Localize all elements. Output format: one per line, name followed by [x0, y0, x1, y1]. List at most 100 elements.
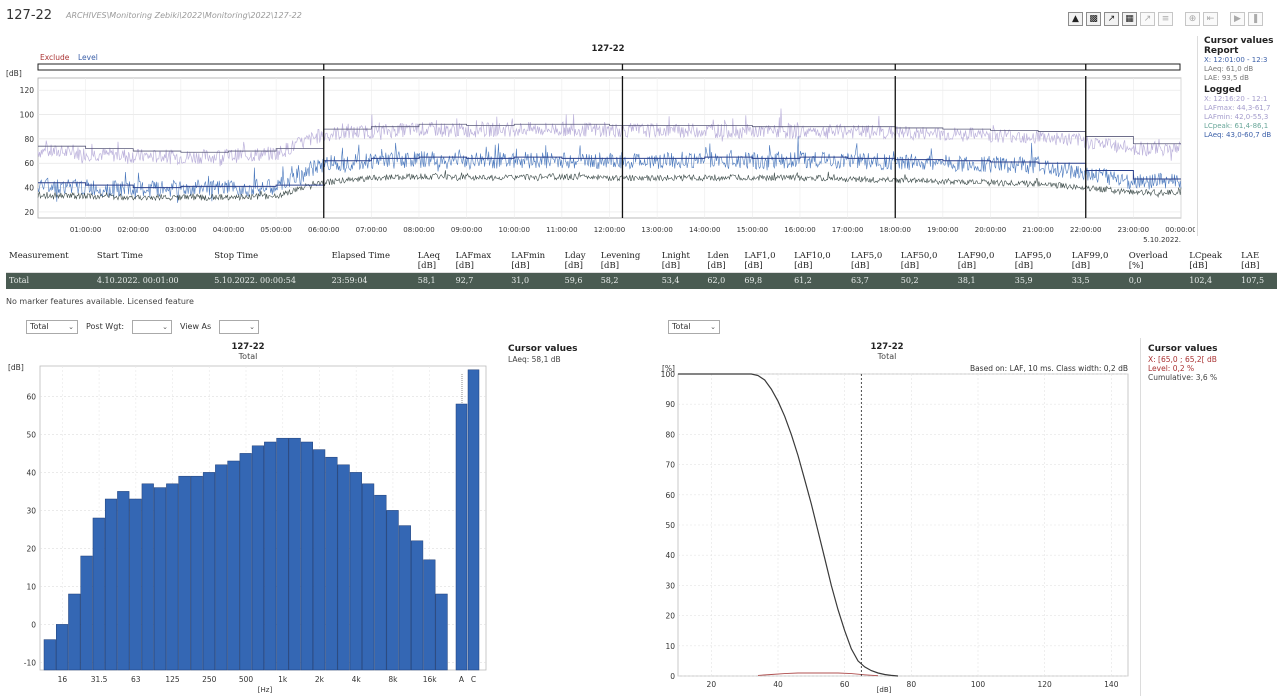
timeline-x-tick: 11:00:00 [546, 226, 577, 234]
table-header-cell[interactable]: Overload [%] [1125, 250, 1187, 273]
table-header-cell[interactable]: LCpeak [dB] [1186, 250, 1239, 273]
report-laeq: LAeq: 61,0 dB [1204, 65, 1254, 73]
spectrum-bar [166, 483, 179, 671]
table-header-unit: [dB] [794, 261, 813, 271]
view-as-select[interactable]: ⌄ [219, 320, 259, 334]
distribution-y-tick: 60 [665, 491, 675, 500]
chart-icon[interactable]: ▲ [1068, 12, 1083, 26]
overview-bar[interactable] [37, 63, 1181, 71]
spectrum-x-tick: A [459, 675, 465, 684]
table-header-cell[interactable]: LAeq [dB] [414, 250, 453, 273]
spectrum-chart[interactable]: 127-22 Total [dB] [Hz] -10 0 10 20 30 40 50 60 1… [0, 338, 500, 696]
table-cell: 92,7 [452, 272, 509, 289]
timeline-x-tick: 19:00:00 [927, 226, 958, 234]
post-wgt-label: Post Wgt: [86, 322, 125, 331]
distribution-y-unit: [%] [662, 364, 675, 373]
spectrum-bar [129, 498, 142, 671]
zoom-icon[interactable]: ⊕ [1185, 12, 1200, 26]
table-header-cell[interactable]: Start Time [93, 250, 212, 273]
table-header-label: Measurement [9, 251, 69, 261]
timeline-x-tick: 12:00:00 [594, 226, 625, 234]
step-icon[interactable]: ⇤ [1203, 12, 1218, 26]
table-header-cell[interactable]: LAFmin [dB] [508, 250, 562, 273]
table-header-cell[interactable]: LAF10,0 [dB] [791, 250, 849, 273]
export-icon[interactable]: ↗ [1140, 12, 1155, 26]
spectrum-bar [227, 460, 240, 671]
table-cell: 62,0 [704, 272, 742, 289]
table-header-cell[interactable]: LAF95,0 [dB] [1011, 250, 1069, 273]
spectrum-bar [55, 624, 69, 671]
timeline-chart[interactable]: 127-22 Exclude Level [dB] 20 40 60 80 100 120… [0, 36, 1195, 246]
table-header-cell[interactable]: LAF5,0 [dB] [848, 250, 898, 273]
series-level-line [757, 672, 879, 677]
table-header-cell[interactable]: Elapsed Time [328, 250, 415, 273]
distribution-title: 127-22 [870, 342, 903, 352]
table-header-cell[interactable]: Levening [dB] [597, 250, 659, 273]
post-wgt-select[interactable]: ⌄ [132, 320, 172, 334]
table-header-cell[interactable]: LAF90,0 [dB] [954, 250, 1012, 273]
spectrum-bar [325, 456, 338, 671]
spectrum-x-tick: 63 [131, 675, 141, 684]
table-header-cell[interactable]: LAE [dB] [1238, 250, 1277, 273]
distribution-subtitle: Total [877, 352, 897, 361]
table-header-cell[interactable]: Stop Time [211, 250, 329, 273]
table-icon[interactable]: ▦ [1122, 12, 1137, 26]
spectrum-bar [80, 555, 93, 671]
table-cell: 0,0 [1125, 272, 1187, 289]
distribution-x-tick: 100 [971, 680, 986, 689]
print-icon[interactable]: ≡ [1158, 12, 1173, 26]
spectrum-x-tick: 4k [352, 675, 362, 684]
table-cell: 102,4 [1186, 272, 1239, 289]
breadcrumb[interactable]: ARCHIVES\Monitoring Zebiki\2022\Monitori… [66, 11, 302, 20]
table-header-label: LAFmax [455, 251, 492, 261]
table-header-label: LAF95,0 [1014, 251, 1052, 261]
series-laeq-line [37, 136, 1182, 203]
distribution-x-unit: [dB] [877, 686, 892, 694]
table-header-cell[interactable]: LAFmax [dB] [452, 250, 509, 273]
timeline-y-unit: [dB] [6, 69, 22, 78]
timeline-x-tick: 05:00:00 [260, 226, 291, 234]
distribution-y-tick: 90 [665, 400, 675, 409]
table-header-label: LCpeak [1189, 251, 1223, 261]
table-row[interactable]: Total 4.10.2022. 00:01:00 5.10.2022. 00:00… [6, 272, 1277, 289]
view-as-label: View As [180, 322, 212, 331]
spectrum-x-tick: 500 [239, 675, 254, 684]
broadband-bar-A [455, 403, 468, 671]
spectrum-bar [43, 639, 56, 671]
spectrum-bar [423, 559, 436, 671]
table-header-label: LAE [1241, 251, 1260, 261]
table-header-unit: [dB] [900, 261, 920, 271]
distribution-chart[interactable]: 127-22 Total Based on: LAF, 10 ms. Class… [650, 338, 1145, 696]
distribution-select-value: Total [672, 322, 691, 331]
spectrum-bar [264, 441, 277, 671]
distribution-note: Based on: LAF, 10 ms. Class width: 0,2 d… [970, 364, 1128, 373]
table-cell: 38,1 [954, 272, 1012, 289]
timeline-y-tick: 40 [24, 184, 34, 193]
pause-icon[interactable]: ❚ [1248, 12, 1263, 26]
distribution-select[interactable]: Total ⌄ [668, 320, 720, 334]
no-marker-message: No marker features available. Licensed f… [6, 297, 194, 306]
play-icon[interactable]: ▶ [1230, 12, 1245, 26]
table-header-label: Overload [1128, 251, 1168, 261]
spectrum-bar [202, 472, 216, 671]
table-header-cell[interactable]: Measurement [6, 250, 94, 273]
table-header-cell[interactable]: Lnight [dB] [658, 250, 705, 273]
table-header-cell[interactable]: LAF1,0 [dB] [741, 250, 792, 273]
right-cursor-x: X: [65,0 ; 65,2[ dB [1148, 355, 1217, 364]
table-cell: 31,0 [508, 272, 562, 289]
table-header-label: Lnight [661, 251, 690, 261]
spectrum-x-tick: 250 [202, 675, 217, 684]
table-header-cell[interactable]: LAF50,0 [dB] [897, 250, 955, 273]
table-header-cell[interactable]: LAF99,0 [dB] [1068, 250, 1126, 273]
table-header-cell[interactable]: Lden [dB] [704, 250, 742, 273]
trend-icon[interactable]: ↗ [1104, 12, 1119, 26]
table-cell: 35,9 [1011, 272, 1069, 289]
spectrum-y-tick: 60 [26, 392, 36, 401]
chevron-down-icon: ⌄ [710, 323, 716, 331]
table-header-cell[interactable]: Lday [dB] [561, 250, 598, 273]
spectrum-x-tick: 125 [165, 675, 180, 684]
measurement-select[interactable]: Total ⌄ [26, 320, 78, 334]
timeline-x-tick: 21:00:00 [1022, 226, 1053, 234]
timeline-y-tick: 120 [20, 86, 35, 95]
bar-chart-icon[interactable]: ▩ [1086, 12, 1101, 26]
